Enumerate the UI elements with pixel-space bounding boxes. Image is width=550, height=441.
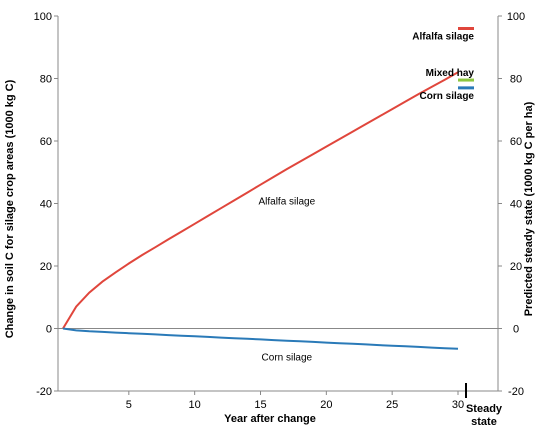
left-y-tick-label: 0 (46, 324, 52, 336)
left-y-tick-label: 80 (40, 74, 52, 86)
right-y-axis-title: Predicted steady state (1000 kg C per ha… (523, 101, 535, 316)
left-y-tick-label: 20 (40, 261, 52, 273)
corn-silage-line (62, 327, 459, 350)
mixed-hay-steady-label: Mixed hay (426, 68, 475, 79)
right-y-tick-label: 60 (510, 136, 522, 148)
x-tick-label: 30 (452, 399, 464, 411)
left-y-ticks: -20 0 20 40 60 80 100 (34, 11, 58, 398)
corn-silage-annotation: Corn silage (262, 353, 313, 364)
right-y-tick-label: -20 (508, 386, 524, 398)
x-tick-label: 15 (254, 399, 266, 411)
right-y-tick-label: 40 (510, 199, 522, 211)
right-y-tick-label: 80 (510, 74, 522, 86)
x-tick-label: 20 (320, 399, 332, 411)
steady-state-markers: Alfalfa silage Mixed hay Corn silage (412, 27, 475, 102)
steady-state-label-line2: state (471, 416, 497, 428)
alfalfa-silage-line (62, 71, 459, 330)
x-axis-title: Year after change (224, 413, 316, 425)
right-y-tick-label: 100 (507, 11, 525, 23)
x-tick-label: 25 (386, 399, 398, 411)
left-y-tick-label: 100 (34, 11, 52, 23)
steady-state-label-line1: Steady (466, 403, 503, 415)
alfalfa-silage-annotation: Alfalfa silage (258, 196, 315, 207)
right-y-ticks: -20 0 20 40 60 80 100 (498, 11, 525, 398)
left-y-tick-label: 60 (40, 136, 52, 148)
x-tick-label: 10 (189, 399, 201, 411)
right-y-tick-label: 0 (513, 324, 519, 336)
alfalfa-silage-steady-label: Alfalfa silage (412, 32, 474, 43)
series-lines (62, 71, 459, 350)
series-annotations: Alfalfa silage Corn silage (258, 196, 315, 363)
left-y-tick-label: 40 (40, 199, 52, 211)
x-ticks: 5 10 15 20 25 30 (126, 391, 464, 411)
left-y-tick-label: -20 (36, 386, 52, 398)
x-tick-label: 5 (126, 399, 132, 411)
corn-silage-steady-label: Corn silage (420, 91, 475, 102)
right-y-tick-label: 20 (510, 261, 522, 273)
left-y-axis-title: Change in soil C for silage crop areas (… (4, 79, 16, 338)
